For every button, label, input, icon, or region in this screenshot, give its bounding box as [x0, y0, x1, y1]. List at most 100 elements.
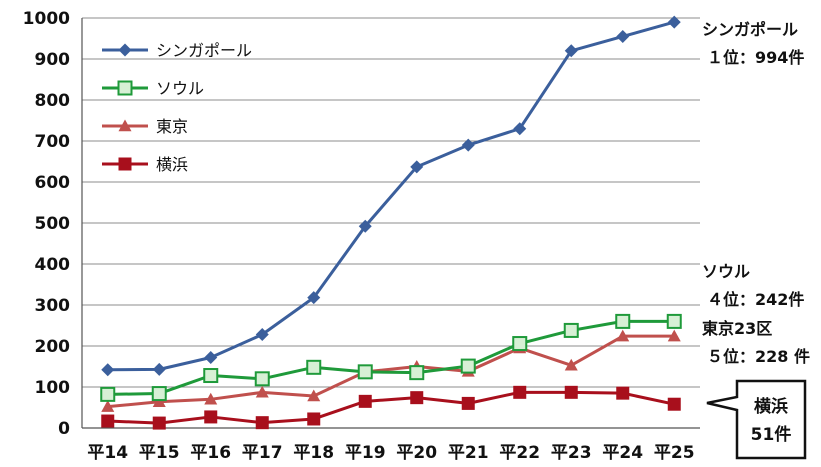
annotation-line: １位：994件: [707, 48, 804, 67]
data-point: [564, 385, 578, 399]
data-point: [667, 397, 681, 411]
legend-marker: [118, 157, 132, 171]
x-tick-label: 平23: [551, 443, 592, 463]
y-tick-label: 400: [35, 255, 71, 275]
data-point: [255, 416, 269, 430]
data-point: [563, 322, 579, 338]
x-tick-label: 平14: [87, 443, 128, 463]
y-tick-label: 700: [35, 132, 71, 152]
series-line: [107, 20, 675, 372]
data-point: [615, 313, 631, 329]
y-tick-label: 200: [35, 337, 71, 357]
data-point: [152, 395, 166, 407]
data-point: [461, 396, 475, 410]
annotation-line: シンガポール: [702, 20, 798, 39]
legend-marker: [117, 80, 133, 96]
data-point: [101, 414, 115, 428]
legend-label: ソウル: [156, 79, 204, 98]
data-point: [255, 328, 269, 342]
y-tick-label: 500: [35, 214, 71, 234]
data-point: [357, 364, 373, 380]
x-tick-label: 平17: [242, 443, 283, 463]
data-point: [409, 365, 425, 381]
y-tick-label: 100: [35, 378, 71, 398]
series-シンガポール: [101, 15, 681, 377]
y-tick-label: 600: [35, 173, 71, 193]
x-tick-label: 平24: [602, 443, 643, 463]
data-point: [513, 122, 527, 136]
data-point: [667, 15, 681, 29]
data-point: [513, 385, 527, 399]
data-point: [667, 329, 681, 342]
data-point: [204, 392, 218, 405]
data-point: [512, 336, 528, 352]
series-line: [107, 319, 675, 396]
data-point: [306, 359, 322, 375]
data-point: [564, 44, 578, 58]
x-tick-label: 平20: [396, 443, 437, 463]
callout-box: [706, 379, 807, 460]
data-point: [616, 329, 630, 342]
x-axis: 平14 平15 平16 平17 平18 平19 平20 平21 平22 平23 平24 平25: [87, 443, 694, 463]
data-point: [254, 371, 270, 387]
y-tick-label: 900: [35, 50, 71, 70]
data-point: [101, 363, 115, 377]
data-point: [307, 389, 321, 402]
x-tick-label: 平21: [448, 443, 489, 463]
series-layer: [100, 15, 682, 430]
data-point: [564, 358, 578, 371]
data-point: [204, 410, 218, 424]
data-point: [151, 386, 167, 402]
y-tick-label: 1000: [23, 9, 70, 29]
data-point: [666, 313, 682, 329]
y-tick-label: 800: [35, 91, 71, 111]
series-横浜: [101, 385, 681, 430]
y-tick-label: 300: [35, 296, 71, 316]
x-tick-label: 平16: [190, 443, 231, 463]
data-point: [101, 400, 115, 412]
legend-item: 東京: [102, 117, 188, 136]
legend-item: シンガポール: [102, 41, 252, 60]
data-point: [410, 160, 424, 174]
legend-item: ソウル: [102, 79, 204, 98]
legend-label: シンガポール: [156, 41, 252, 60]
legend-label: 東京: [156, 117, 188, 136]
data-point: [307, 291, 321, 305]
callout-line: 横浜: [754, 396, 788, 417]
series-line: [107, 334, 675, 409]
data-point: [358, 394, 372, 408]
data-point: [152, 362, 166, 376]
data-point: [203, 368, 219, 384]
data-point: [100, 386, 116, 402]
data-point: [460, 358, 476, 374]
grid-lines: [82, 17, 700, 388]
x-tick-label: 平15: [139, 443, 180, 463]
annotation-line: 東京23区: [702, 319, 772, 338]
y-axis: 0 100 200 300 400 500 600 700 800 900 1000: [23, 9, 700, 439]
legend-marker: [118, 119, 132, 132]
data-point: [461, 138, 475, 152]
data-point: [358, 219, 372, 233]
yokohama-callout: 横浜 51件: [706, 379, 807, 460]
series-ソウル: [100, 313, 682, 402]
data-point: [410, 391, 424, 405]
annotation-line: ソウル: [702, 262, 750, 281]
legend-marker: [118, 43, 132, 57]
legend-item: 横浜: [102, 155, 188, 174]
annotation-line: ４位：242件: [707, 290, 804, 309]
data-point: [616, 386, 630, 400]
annotation-line: ５位：228 件: [707, 347, 810, 366]
callout-line: 51件: [751, 424, 792, 445]
legend-label: 横浜: [156, 155, 188, 174]
data-point: [255, 385, 269, 398]
data-point: [204, 350, 218, 364]
data-point: [616, 29, 630, 43]
data-point: [152, 416, 166, 430]
x-tick-label: 平18: [293, 443, 334, 463]
series-line: [107, 390, 675, 425]
x-tick-label: 平22: [499, 443, 540, 463]
data-point: [307, 412, 321, 426]
